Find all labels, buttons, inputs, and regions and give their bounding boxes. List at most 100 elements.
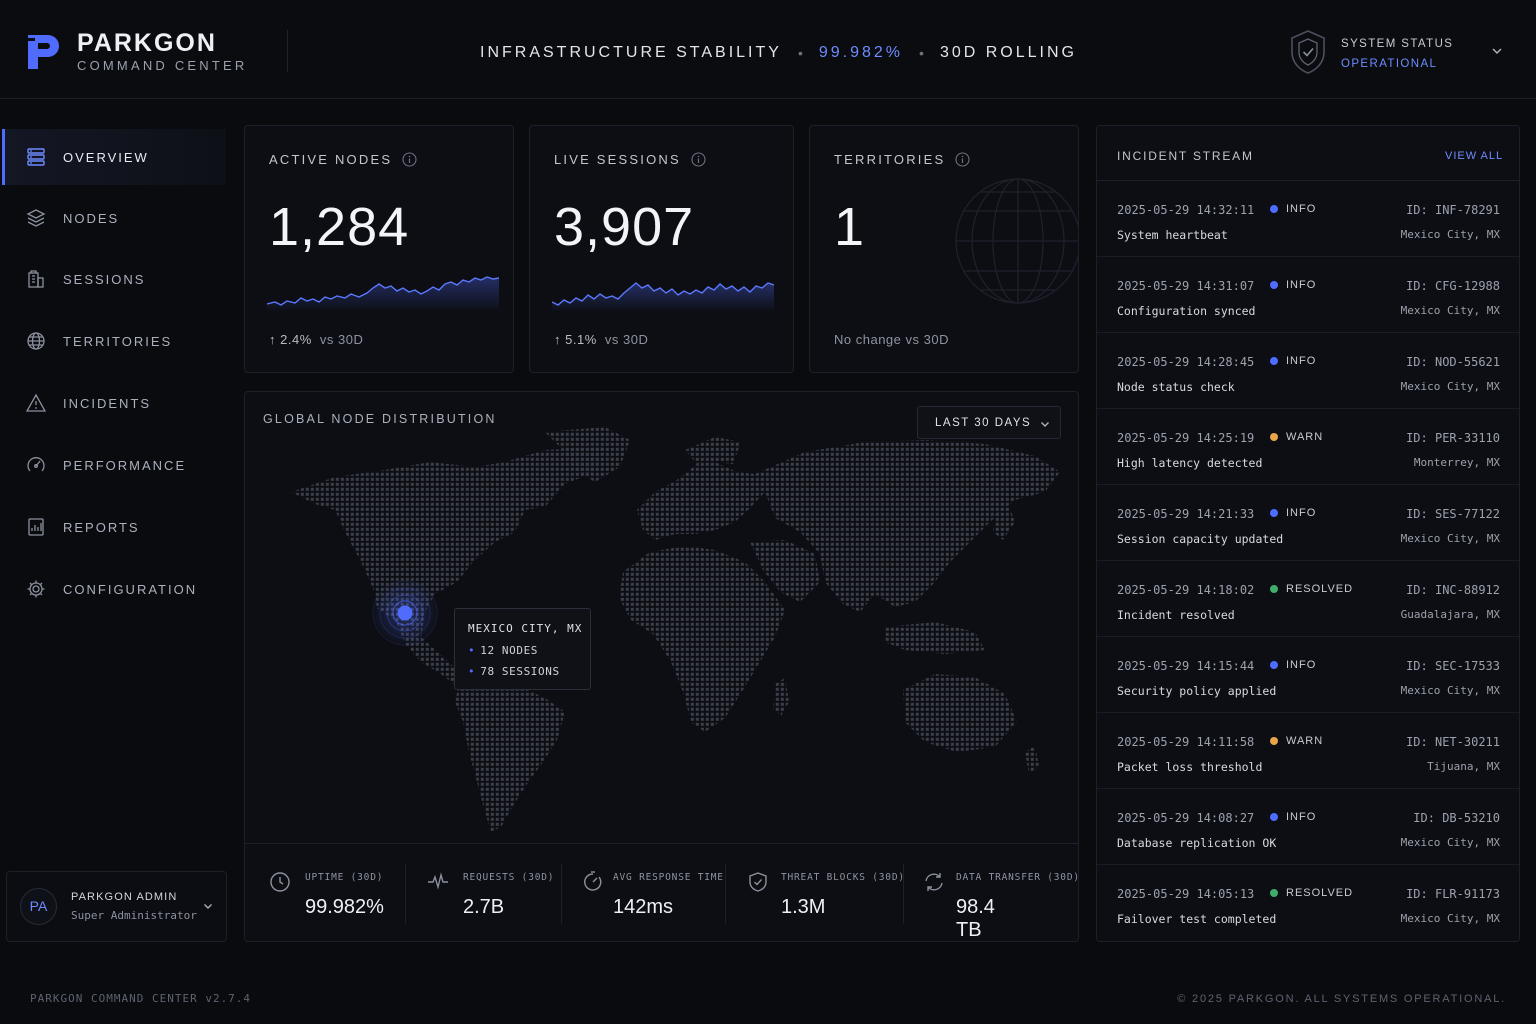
kpi-delta-suffix: vs 30D (604, 332, 649, 347)
chevron-down-icon[interactable] (1490, 44, 1504, 58)
sidebar-item-overview[interactable]: OVERVIEW (2, 129, 226, 185)
user-role: Super Administrator (71, 909, 197, 922)
sidebar-item-sessions[interactable]: SESSIONS (2, 251, 226, 307)
incident-message: High latency detected (1117, 456, 1263, 470)
incident-location: Mexico City, MX (1400, 380, 1500, 393)
kpi-title: ACTIVE NODES (269, 152, 417, 167)
incident-time: 2025-05-29 14:25:19 (1117, 431, 1255, 445)
tooltip-nodes-row: • 12 NODES (468, 644, 538, 657)
user-menu[interactable]: PA PARKGON ADMIN Super Administrator (6, 871, 227, 942)
incident-time: 2025-05-29 14:05:13 (1117, 887, 1255, 901)
kpi-delta-suffix: vs 30D (319, 332, 364, 347)
sidebar-item-label: TERRITORIES (63, 334, 173, 349)
chevron-down-icon (1041, 422, 1049, 427)
bullet-icon: • (468, 644, 476, 657)
date-range-value: LAST 30 DAYS (935, 417, 1032, 429)
view-all-link[interactable]: VIEW ALL (1445, 150, 1504, 162)
incident-id: ID: SES-77122 (1406, 507, 1500, 521)
sidebar-item-incidents[interactable]: INCIDENTS (2, 375, 226, 431)
info-icon[interactable] (955, 152, 970, 167)
building-icon (28, 270, 44, 288)
incident-location: Mexico City, MX (1400, 228, 1500, 241)
stat-label: REQUESTS (30D) (463, 872, 555, 883)
system-status-menu[interactable]: SYSTEM STATUS OPERATIONAL (1288, 28, 1508, 76)
chevron-down-icon[interactable] (202, 900, 214, 912)
separator-dot: • (797, 45, 803, 61)
server-stack-icon (27, 148, 45, 166)
world-dot-map (291, 427, 1060, 832)
stat-value: 2.7B (463, 896, 505, 918)
incident-row[interactable]: 2025-05-29 14:32:11 INFO ID: INF-78291 Syst… (1097, 181, 1519, 257)
stability-window: 30D ROLLING (939, 44, 1077, 61)
avatar: PA (20, 888, 57, 925)
incident-row[interactable]: 2025-05-29 14:11:58 WARN ID: NET-30211 Pack… (1097, 713, 1519, 789)
status-dot (1270, 357, 1278, 365)
stability-label: INFRASTRUCTURE STABILITY (480, 44, 782, 61)
system-status-label: SYSTEM STATUS (1341, 38, 1454, 50)
stat-divider (725, 864, 726, 924)
info-icon[interactable] (691, 152, 706, 167)
incident-id: ID: DB-53210 (1413, 811, 1500, 825)
info-icon[interactable] (402, 152, 417, 167)
incident-id: ID: INF-78291 (1406, 203, 1500, 217)
incident-message: Session capacity updated (1117, 532, 1284, 546)
incident-location: Mexico City, MX (1400, 912, 1500, 925)
stat-label: DATA TRANSFER (30D) (956, 872, 1079, 883)
status-dot (1270, 281, 1278, 289)
incident-row[interactable]: 2025-05-29 14:05:13 RESOLVED ID: FLR-91173… (1097, 865, 1519, 941)
incident-row[interactable]: 2025-05-29 14:15:44 INFO ID: SEC-17533 Secu… (1097, 637, 1519, 713)
kpi-title-text: TERRITORIES (834, 152, 946, 167)
incident-row[interactable]: 2025-05-29 14:21:33 INFO ID: SES-77122 Sess… (1097, 485, 1519, 561)
date-range-select[interactable]: LAST 30 DAYS (917, 406, 1061, 439)
sidebar-item-configuration[interactable]: CONFIGURATION (2, 561, 226, 617)
incident-location: Mexico City, MX (1400, 684, 1500, 697)
incident-id: ID: PER-33110 (1406, 431, 1500, 445)
incident-time: 2025-05-29 14:08:27 (1117, 811, 1255, 825)
kpi-value: 1 (834, 197, 866, 257)
incident-row[interactable]: 2025-05-29 14:31:07 INFO ID: CFG-12988 Conf… (1097, 257, 1519, 333)
separator-dot: • (919, 45, 924, 61)
incident-message: Node status check (1117, 380, 1235, 394)
incident-message: Configuration synced (1117, 304, 1256, 318)
sidebar-item-territories[interactable]: TERRITORIES (2, 313, 226, 369)
stability-value: 99.982% (818, 44, 904, 61)
incident-row[interactable]: 2025-05-29 14:18:02 RESOLVED ID: INC-88912… (1097, 561, 1519, 637)
stat-value: 98.4 TB (956, 896, 995, 941)
sidebar-item-label: OVERVIEW (63, 150, 149, 165)
timer-icon (584, 871, 602, 891)
incident-time: 2025-05-29 14:28:45 (1117, 355, 1255, 369)
sidebar-item-label: REPORTS (63, 520, 140, 535)
incident-level: INFO (1286, 507, 1317, 519)
tooltip-city: MEXICO CITY, MX (468, 622, 583, 635)
incident-row[interactable]: 2025-05-29 14:28:45 INFO ID: NOD-55621 Node… (1097, 333, 1519, 409)
location-marker (397, 605, 413, 621)
stat-divider (405, 864, 406, 924)
gear-icon (27, 580, 45, 598)
gauge-icon (27, 457, 45, 472)
incident-stream-header: INCIDENT STREAM VIEW ALL (1097, 126, 1519, 181)
status-dot (1270, 509, 1278, 517)
sidebar-item-performance[interactable]: PERFORMANCE (2, 437, 226, 493)
sidebar-item-reports[interactable]: REPORTS (2, 499, 226, 555)
stat-value: 99.982% (305, 896, 384, 918)
shield-icon (749, 872, 767, 892)
status-dot (1270, 433, 1278, 441)
tooltip-sessions-row: • 78 SESSIONS (468, 665, 560, 678)
location-rings (372, 580, 438, 646)
status-dot (1270, 661, 1278, 669)
sidebar-item-nodes[interactable]: NODES (2, 190, 226, 246)
incident-location: Mexico City, MX (1400, 304, 1500, 317)
incident-level: INFO (1286, 355, 1317, 367)
incident-message: Security policy applied (1117, 684, 1277, 698)
tooltip-sessions: 78 SESSIONS (480, 665, 560, 678)
incident-row[interactable]: 2025-05-29 14:25:19 WARN ID: PER-33110 High… (1097, 409, 1519, 485)
incident-level: INFO (1286, 203, 1317, 215)
incident-row[interactable]: 2025-05-29 14:08:27 INFO ID: DB-53210 Datab… (1097, 789, 1519, 865)
incident-id: ID: INC-88912 (1406, 583, 1500, 597)
arrow-up-icon: ↑ (554, 332, 561, 347)
kpi-card-territories: TERRITORIES 1 No change vs 30D (809, 125, 1079, 373)
incident-time: 2025-05-29 14:18:02 (1117, 583, 1255, 597)
pulse-icon (428, 872, 448, 890)
incident-time: 2025-05-29 14:21:33 (1117, 507, 1255, 521)
status-dot (1270, 737, 1278, 745)
